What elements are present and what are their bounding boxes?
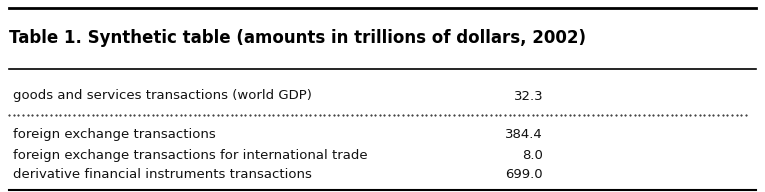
Text: foreign exchange transactions for international trade: foreign exchange transactions for intern… xyxy=(13,149,368,162)
Text: 699.0: 699.0 xyxy=(506,168,543,181)
Text: foreign exchange transactions: foreign exchange transactions xyxy=(13,128,216,141)
Text: 384.4: 384.4 xyxy=(506,128,543,141)
Text: 32.3: 32.3 xyxy=(513,89,543,103)
Text: derivative financial instruments transactions: derivative financial instruments transac… xyxy=(13,168,312,181)
Text: 8.0: 8.0 xyxy=(522,149,543,162)
Text: goods and services transactions (world GDP): goods and services transactions (world G… xyxy=(13,89,312,103)
Text: Table 1. Synthetic table (amounts in trillions of dollars, 2002): Table 1. Synthetic table (amounts in tri… xyxy=(9,29,586,47)
